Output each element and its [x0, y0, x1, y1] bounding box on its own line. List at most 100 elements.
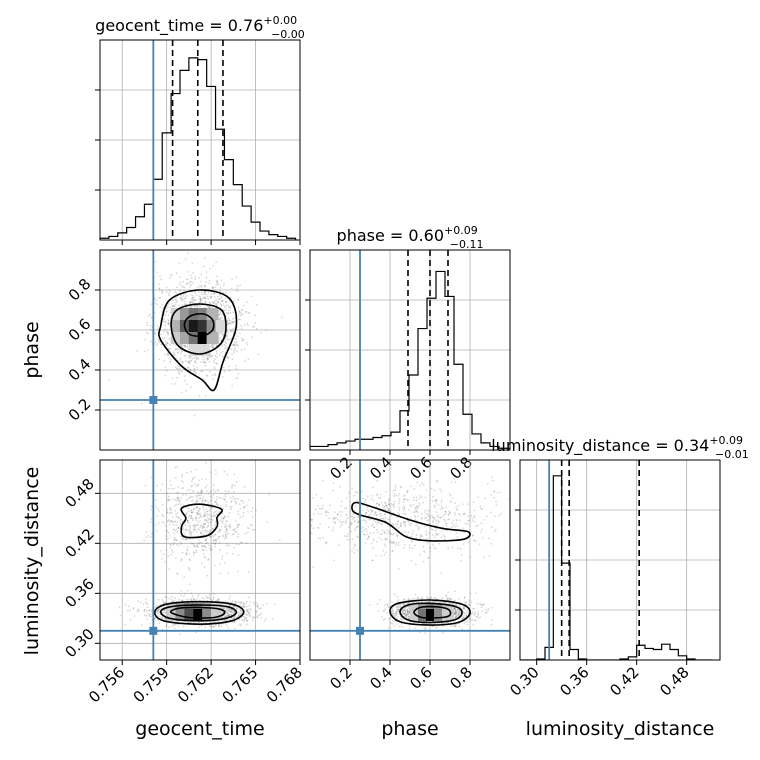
sample-point: [223, 370, 226, 373]
sample-point: [408, 609, 410, 612]
sample-point: [228, 525, 230, 527]
sample-point: [243, 618, 245, 621]
sample-point: [205, 513, 207, 515]
sample-point: [248, 499, 250, 501]
sample-point: [458, 625, 461, 628]
sample-point: [217, 503, 219, 506]
sample-point: [235, 543, 238, 546]
sample-point: [204, 356, 206, 359]
sample-point: [222, 350, 224, 353]
sample-point: [212, 302, 215, 304]
sample-point: [188, 566, 190, 569]
sample-point: [181, 599, 183, 602]
sample-point: [245, 613, 248, 616]
sample-point: [205, 519, 208, 521]
sample-point: [257, 353, 260, 355]
sample-point: [394, 612, 396, 615]
sample-point: [198, 514, 201, 516]
sample-point: [204, 523, 206, 525]
sample-point: [215, 352, 218, 355]
sample-point: [191, 294, 194, 297]
sample-point: [226, 614, 228, 617]
sample-point: [212, 484, 215, 486]
sample-point: [186, 346, 189, 348]
sample-point: [467, 610, 470, 613]
sample-point: [213, 539, 215, 541]
sample-point: [195, 631, 198, 634]
sample-point: [169, 337, 172, 340]
sample-point: [164, 524, 167, 527]
sample-point: [202, 304, 204, 307]
sample-point: [189, 527, 191, 529]
sample-point: [426, 597, 429, 600]
sample-point: [473, 614, 476, 616]
sample-point: [388, 618, 391, 620]
sample-point: [473, 613, 476, 615]
sample-point: [243, 506, 246, 509]
sample-point: [192, 499, 194, 502]
density-cell: [215, 320, 228, 332]
sample-point: [174, 348, 177, 351]
sample-point: [209, 530, 212, 533]
sample-point: [200, 297, 202, 300]
sample-point: [169, 519, 172, 522]
sample-point: [177, 517, 180, 520]
sample-point: [187, 489, 189, 491]
sample-point: [395, 612, 398, 614]
sample-point: [180, 496, 183, 499]
sample-point: [107, 378, 110, 381]
sample-point: [198, 395, 201, 398]
sample-point: [227, 357, 230, 359]
sample-point: [233, 617, 235, 620]
sample-point: [150, 329, 153, 332]
sample-point: [207, 358, 209, 361]
sample-point: [236, 290, 239, 292]
sample-point: [155, 499, 158, 501]
sample-point: [172, 351, 175, 353]
sample-point: [225, 311, 228, 314]
sample-point: [163, 617, 166, 620]
sample-point: [453, 620, 455, 623]
sample-point: [145, 536, 147, 538]
sample-point: [217, 531, 219, 534]
sample-point: [224, 525, 227, 528]
sample-point: [195, 506, 198, 508]
sample-point: [167, 531, 170, 534]
sample-point: [202, 526, 204, 529]
sample-point: [154, 332, 157, 334]
sample-point: [239, 516, 242, 518]
sample-point: [228, 604, 231, 606]
sample-point: [450, 598, 453, 600]
sample-point: [406, 602, 409, 605]
sample-point: [196, 545, 199, 548]
sample-point: [167, 305, 169, 308]
sample-point: [243, 338, 245, 341]
sample-point: [387, 606, 390, 608]
sample-point: [181, 350, 183, 353]
panel-frame: [519, 459, 721, 661]
sample-point: [191, 301, 194, 304]
sample-point: [234, 616, 236, 618]
sample-point: [444, 601, 447, 604]
sample-point: [180, 296, 183, 298]
sample-point: [194, 468, 197, 471]
sample-point: [174, 597, 177, 599]
sample-point: [165, 343, 168, 346]
sample-point: [243, 603, 246, 606]
sample-point: [155, 484, 158, 487]
sample-point: [395, 611, 397, 613]
sample-point: [182, 280, 185, 283]
sample-point: [169, 274, 172, 276]
sample-point: [233, 546, 236, 549]
sample-point: [193, 525, 195, 528]
sample-point: [203, 597, 206, 600]
sample-point: [454, 599, 456, 602]
sample-point: [209, 547, 211, 550]
sample-point: [218, 624, 220, 627]
sample-point: [177, 496, 179, 499]
sample-point: [175, 296, 178, 299]
sample-point: [219, 318, 222, 320]
sample-point: [190, 509, 193, 511]
sample-point: [243, 323, 246, 326]
sample-point: [235, 365, 237, 367]
